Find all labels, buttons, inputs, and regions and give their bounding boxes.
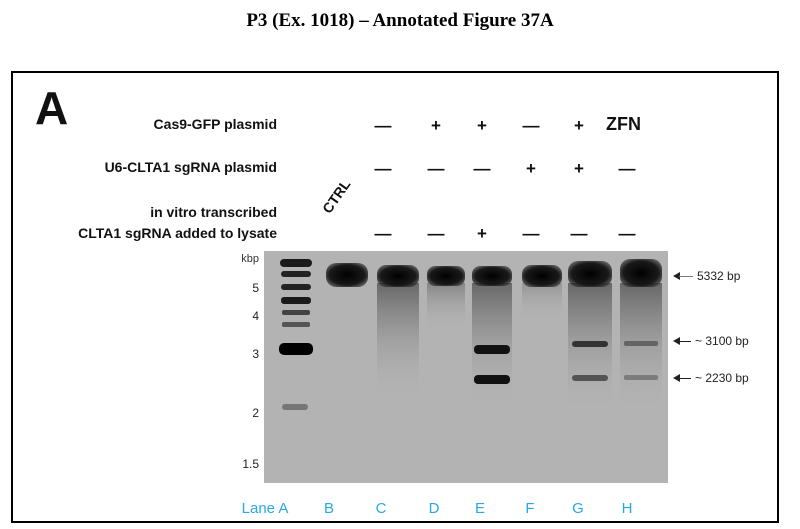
ladder-band: [282, 322, 310, 327]
kbp-label: kbp: [241, 253, 259, 265]
band-5332: [568, 261, 612, 287]
band-2230: [572, 375, 608, 381]
lane-label-a: Lane A: [241, 500, 289, 517]
gel-svg: [264, 251, 668, 483]
lane-label-h: H: [621, 500, 633, 517]
symbol-cas9-g: +: [574, 116, 584, 135]
lane-b: [326, 263, 368, 287]
lane-label-e: E: [474, 500, 485, 517]
symbol-ivt-e: +: [477, 224, 487, 243]
size-tick-4: 4: [252, 309, 259, 323]
ladder-band: [281, 271, 311, 277]
ladder-band: [281, 297, 311, 304]
symbol-u6-g: +: [574, 159, 584, 178]
band-3100: [572, 341, 608, 347]
ladder-band: [281, 284, 311, 290]
panel-letter: A: [35, 82, 69, 134]
ladder-lane: [279, 259, 313, 410]
band-5332: [620, 259, 662, 287]
zfn-label: ZFN: [606, 114, 641, 134]
figure-37a: A Cas9-GFP plasmid — + + — + ZFN U6-CLTA…: [11, 71, 779, 523]
ladder-band: [279, 343, 313, 355]
lane-label-g: G: [572, 500, 584, 517]
size-tick-2: 2: [252, 406, 259, 420]
smear: [427, 283, 465, 333]
ladder-band: [282, 310, 310, 315]
smear: [568, 283, 612, 418]
band-5332: [522, 265, 562, 287]
size-tick-5: 5: [252, 281, 259, 295]
ladder-band: [280, 259, 312, 267]
row-label-ivt-line1: in vitro transcribed: [150, 204, 277, 220]
band-2230: [474, 375, 510, 384]
lane-f: [522, 265, 562, 323]
arrow-2230-line: [679, 378, 691, 379]
symbol-ivt-d: —: [427, 224, 445, 243]
ladder-band: [282, 404, 308, 410]
band-3100: [474, 345, 510, 354]
band-5332: [472, 266, 512, 286]
lane-label-c: C: [375, 500, 387, 517]
symbol-cas9-d: +: [431, 116, 441, 135]
symbol-u6-c: —: [374, 159, 392, 178]
symbol-u6-f: +: [526, 159, 536, 178]
symbol-ivt-f: —: [522, 224, 540, 243]
page-title: P3 (Ex. 1018) – Annotated Figure 37A: [246, 10, 554, 31]
row-label-cas9: Cas9-GFP plasmid: [153, 116, 277, 132]
symbol-u6-d: —: [427, 159, 445, 178]
annot-2230: ~ 2230 bp: [695, 371, 749, 385]
lane-c: [377, 265, 419, 403]
size-tick-3: 3: [252, 347, 259, 361]
row-label-ivt-line2: CLTA1 sgRNA added to lysate: [78, 225, 277, 241]
symbol-ivt-c: —: [374, 224, 392, 243]
symbol-u6-h: —: [618, 159, 636, 178]
symbol-ivt-h: —: [618, 224, 636, 243]
symbol-ivt-g: —: [570, 224, 588, 243]
smear: [522, 283, 562, 323]
band-5332: [427, 266, 465, 286]
row-label-u6: U6-CLTA1 sgRNA plasmid: [104, 159, 277, 175]
arrow-2230-icon: [673, 374, 680, 382]
lane-label-f: F: [525, 500, 535, 517]
arrow-5332-line: [679, 276, 693, 277]
symbol-cas9-c: —: [374, 116, 392, 135]
symbol-cas9-f: —: [522, 116, 540, 135]
lane-d: [427, 266, 465, 333]
lane-g: [568, 261, 612, 418]
band-5332: [326, 263, 368, 287]
gel-image: [264, 251, 668, 483]
lane-h: [620, 259, 662, 418]
size-tick-1-5: 1.5: [242, 457, 259, 471]
annot-5332: 5332 bp: [697, 269, 741, 283]
annot-3100: ~ 3100 bp: [695, 334, 749, 348]
band-5332: [377, 265, 419, 287]
band-2230: [624, 375, 658, 380]
smear: [377, 283, 419, 403]
lane-e: [472, 266, 512, 413]
arrow-3100-line: [679, 341, 691, 342]
symbol-cas9-e: +: [477, 116, 487, 135]
band-3100: [624, 341, 658, 346]
ctrl-label: CTRL: [319, 176, 354, 217]
symbol-u6-e: —: [473, 159, 491, 178]
arrow-5332-icon: [673, 272, 680, 280]
arrow-3100-icon: [673, 337, 680, 345]
lane-label-b: B: [323, 500, 334, 517]
lane-label-d: D: [428, 500, 440, 517]
smear: [620, 283, 662, 418]
